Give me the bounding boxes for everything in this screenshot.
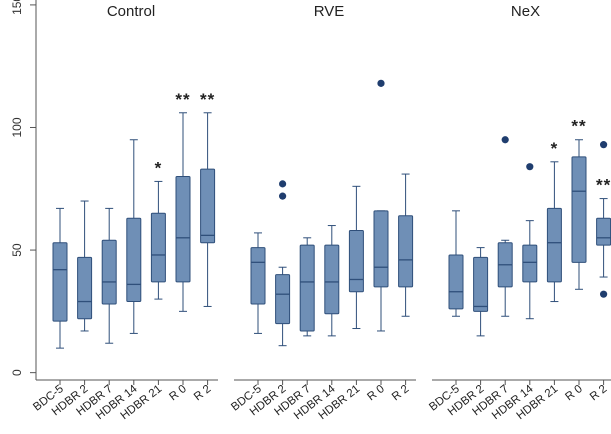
box-body (175, 176, 191, 283)
box-hdbr-14 (324, 225, 340, 337)
box-body (250, 247, 266, 305)
box-hdbr-21: * (150, 158, 166, 300)
axes: 0 50 100 150 (10, 0, 37, 380)
panel-title: RVE (314, 3, 345, 20)
outlier-point (279, 192, 287, 200)
box-bdc-5 (52, 207, 68, 349)
box-body (473, 256, 489, 312)
box-body (52, 242, 68, 322)
y-tick-label: 0 (10, 369, 24, 376)
significance-marker: * (155, 158, 163, 177)
box-body (324, 244, 340, 315)
significance-marker: ** (200, 90, 215, 109)
category-label: R 2 (390, 383, 411, 403)
significance-marker: ** (596, 176, 611, 195)
box-body (150, 212, 166, 283)
box-hdbr-7 (497, 136, 513, 317)
box-hdbr-2 (77, 200, 93, 332)
category-label: R 2 (192, 383, 213, 403)
box-hdbr-7 (299, 237, 315, 337)
box-body (275, 274, 291, 325)
significance-marker: ** (175, 90, 190, 109)
box-hdbr-2 (275, 180, 291, 347)
box-body (522, 244, 538, 283)
box-r-0 (373, 79, 389, 332)
box-r-2: ** (596, 141, 611, 298)
category-label: R 2 (588, 383, 609, 403)
box-hdbr-2 (473, 247, 489, 337)
panel-title: Control (107, 3, 155, 20)
box-bdc-5 (448, 210, 464, 317)
box-hdbr-21: * (546, 139, 562, 303)
significance-marker: * (551, 139, 559, 158)
category-label: R 0 (365, 383, 386, 403)
box-hdbr-21 (348, 185, 364, 330)
y-tick-label: 100 (10, 117, 24, 137)
box-body (126, 217, 142, 303)
box-body (571, 156, 587, 263)
box-body (596, 217, 611, 246)
box-r-2 (398, 173, 414, 317)
box-body (448, 254, 464, 310)
box-bdc-5 (250, 232, 266, 334)
box-hdbr-7 (101, 207, 117, 344)
box-r-0: ** (175, 90, 191, 312)
category-label: R 0 (563, 383, 584, 403)
outlier-point (501, 136, 509, 144)
box-r-2: ** (200, 90, 216, 307)
outlier-point (377, 79, 385, 87)
y-tick-label: 50 (10, 243, 24, 257)
outlier-point (600, 141, 608, 149)
significance-marker: ** (571, 117, 586, 136)
outlier-point (279, 180, 287, 188)
y-tick-label: 150 (10, 0, 24, 15)
box-body (546, 207, 562, 283)
outlier-point (600, 290, 608, 298)
box-body (348, 229, 364, 293)
category-label: R 0 (167, 383, 188, 403)
box-body (398, 215, 414, 288)
box-r-0: ** (571, 117, 587, 290)
panel-title: NeX (511, 3, 540, 20)
box-body (299, 244, 315, 332)
outlier-point (526, 163, 534, 171)
box-body (200, 168, 216, 244)
box-body (101, 239, 117, 305)
box-hdbr-14 (126, 139, 142, 334)
box-hdbr-14 (522, 163, 538, 320)
box-body (77, 256, 93, 320)
box-body (373, 210, 389, 288)
